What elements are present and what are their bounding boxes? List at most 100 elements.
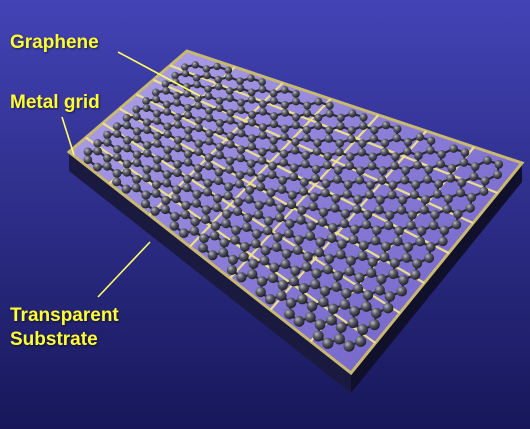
- graphene-atom: [292, 245, 303, 255]
- graphene-atom: [153, 131, 162, 141]
- graphene-atom: [212, 193, 223, 203]
- graphene-atom: [203, 178, 213, 188]
- graphene-atom: [345, 255, 356, 266]
- graphene-atom: [292, 89, 300, 98]
- graphene-atom: [301, 150, 311, 160]
- graphene-atom: [304, 311, 316, 323]
- graphene-atom: [163, 107, 172, 116]
- graphene-atom: [331, 193, 341, 203]
- graphene-atom: [410, 190, 420, 200]
- graphene-atom: [292, 97, 300, 106]
- graphene-atom: [357, 324, 369, 336]
- graphene-atom: [390, 161, 400, 171]
- graphene-atom: [122, 159, 132, 169]
- graphene-atom: [285, 218, 295, 229]
- graphene-atom: [172, 91, 181, 100]
- graphene-atom: [377, 175, 387, 185]
- graphene-atom: [403, 241, 414, 252]
- graphene-leader-line: [117, 51, 201, 97]
- graphene-atom: [256, 182, 266, 192]
- graphene-atom: [194, 101, 203, 110]
- graphene-atom: [199, 233, 209, 244]
- graphene-atom: [327, 303, 339, 315]
- graphene-atom: [258, 78, 266, 86]
- graphene-atom: [374, 205, 384, 215]
- graphene-atom: [348, 109, 357, 118]
- graphene-atom: [192, 74, 201, 82]
- metal-grid-leader-line: [61, 116, 75, 156]
- graphene-atom: [460, 148, 470, 157]
- graphene-atom: [223, 191, 233, 201]
- graphene-atom: [171, 193, 181, 204]
- graphene-atom: [237, 98, 245, 107]
- transparent-substrate-label-line2: Substrate: [10, 329, 98, 350]
- graphene-atom: [285, 297, 297, 309]
- graphene-atom: [426, 136, 436, 146]
- graphene-atom: [202, 65, 211, 73]
- graphene-atom: [339, 218, 350, 229]
- graphene-atom: [344, 266, 355, 277]
- leader-lines: [61, 51, 201, 298]
- graphene-atom: [369, 134, 379, 143]
- graphene-atom: [315, 237, 326, 248]
- graphene-atom: [236, 153, 245, 163]
- graphene-atom: [190, 216, 200, 227]
- graphene-atom: [247, 269, 258, 280]
- graphene-atom: [151, 188, 161, 198]
- graphene-atom: [278, 175, 288, 185]
- graphene-atom: [237, 121, 246, 130]
- graphene-atom: [214, 176, 224, 186]
- graphene-atom: [358, 139, 367, 148]
- graphene-atom: [352, 204, 362, 214]
- graphene-atom: [308, 201, 318, 212]
- graphene-atom: [345, 152, 355, 162]
- graphene-atom: [428, 220, 439, 231]
- graphene-atom: [258, 131, 267, 140]
- graphene-atom: [122, 136, 132, 145]
- graphene-atom: [142, 97, 151, 105]
- graphene-atom: [182, 174, 192, 184]
- graphene-atom: [181, 69, 190, 78]
- graphene-atom: [402, 147, 412, 156]
- graphene-atom: [112, 177, 122, 187]
- graphene-atom: [173, 98, 182, 107]
- graphene-atom: [341, 288, 352, 299]
- graphene-atom: [267, 170, 277, 180]
- graphene-atom: [466, 192, 477, 202]
- graphene-atom: [251, 229, 262, 239]
- graphene-atom: [245, 185, 255, 195]
- graphene-atom: [173, 159, 182, 169]
- graphene-atom: [183, 157, 193, 167]
- graphene-atom: [204, 153, 214, 162]
- graphene-atom: [260, 245, 271, 256]
- graphene-atom: [152, 95, 161, 104]
- graphene-atom: [256, 276, 268, 287]
- graphene-atom: [324, 253, 335, 264]
- graphene-atom: [314, 319, 326, 330]
- graphene-atom: [392, 236, 403, 247]
- graphene-atom: [132, 105, 141, 114]
- graphene-atom: [142, 173, 152, 183]
- graphene-atom: [271, 242, 282, 252]
- graphene-atom: [388, 268, 399, 280]
- graphene-atom: [132, 150, 142, 159]
- graphene-atom: [303, 101, 312, 110]
- graphene-atom: [131, 183, 141, 193]
- graphene-atom: [451, 219, 462, 230]
- graphene-atom: [357, 251, 368, 261]
- graphene-atom: [214, 167, 224, 177]
- graphene-atom: [259, 255, 270, 266]
- graphene-atom: [340, 208, 351, 219]
- graphene-atom: [312, 147, 322, 156]
- graphene-atom: [376, 273, 387, 285]
- graphene-atom: [269, 96, 278, 105]
- graphene-atom: [214, 75, 222, 84]
- graphene-atom: [242, 213, 253, 223]
- graphene-atom: [299, 177, 309, 187]
- graphene-atom: [343, 340, 355, 352]
- graphene-atom: [483, 156, 492, 165]
- graphene-atom: [320, 188, 330, 198]
- graphene-atom: [162, 178, 172, 188]
- graphene-atom: [258, 107, 267, 116]
- graphene-atom: [225, 164, 235, 174]
